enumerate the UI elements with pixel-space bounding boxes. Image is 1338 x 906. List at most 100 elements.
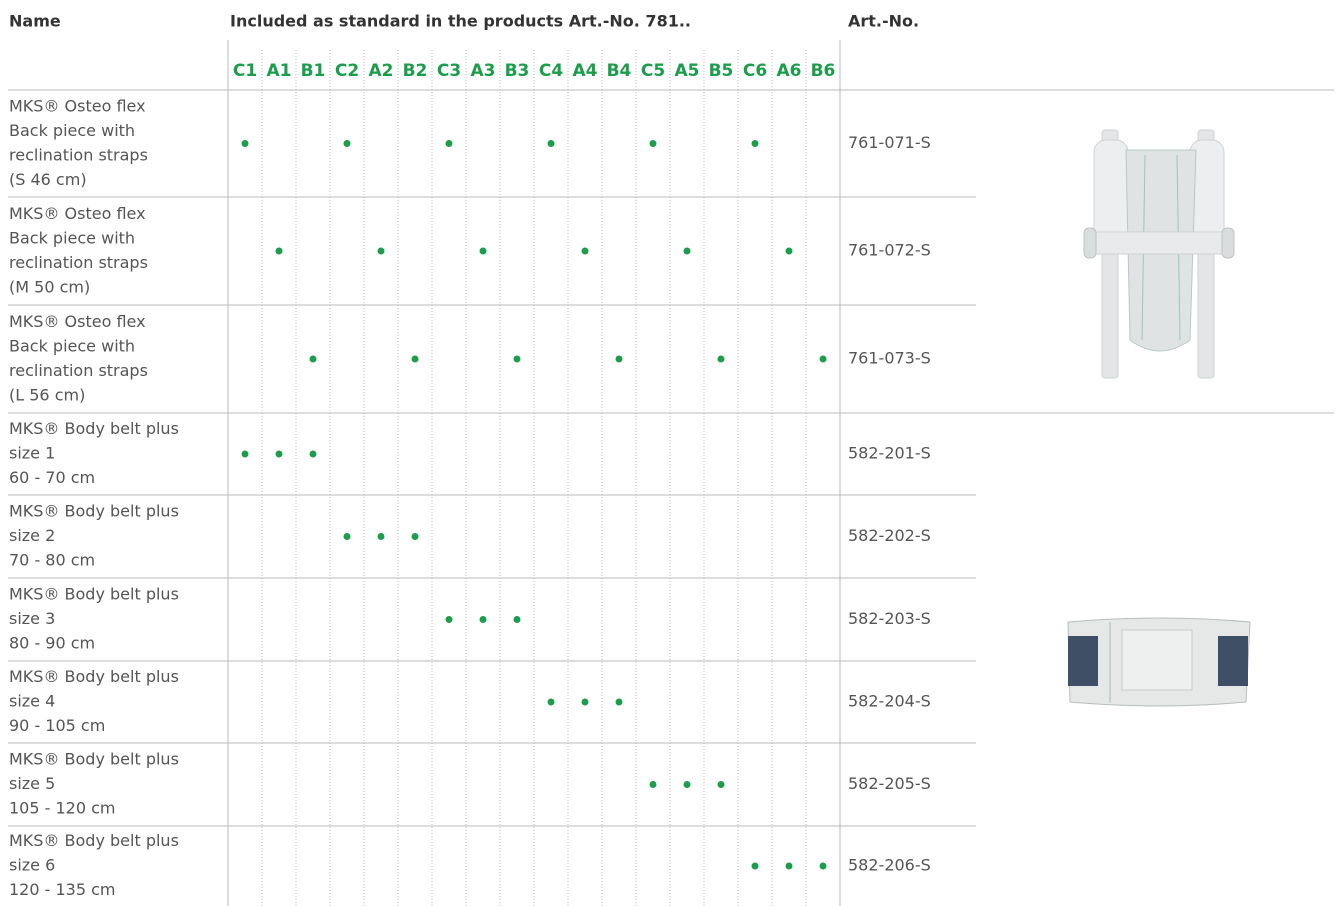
- column-code: C1: [233, 61, 257, 81]
- product-name: 80 - 90 cm: [9, 634, 95, 653]
- column-code: B4: [607, 61, 632, 81]
- product-name: size 3: [9, 609, 55, 628]
- header-art-no: Art.-No.: [848, 12, 919, 31]
- included-dot: [684, 248, 691, 255]
- product-name: 90 - 105 cm: [9, 716, 105, 735]
- art-no: 761-071-S: [848, 133, 931, 152]
- product-name: MKS® Body belt plus: [9, 831, 179, 850]
- product-name: size 4: [9, 692, 55, 711]
- column-code: A5: [675, 61, 700, 81]
- included-dot: [548, 699, 555, 706]
- body-belt-image: [1068, 618, 1250, 706]
- included-dot: [718, 781, 725, 788]
- art-no: 582-201-S: [848, 444, 931, 463]
- included-dot: [242, 140, 249, 147]
- product-name: Back piece with: [9, 336, 135, 355]
- product-name: (M 50 cm): [9, 277, 90, 296]
- included-dot: [548, 140, 555, 147]
- included-dot: [480, 248, 487, 255]
- included-dot: [514, 356, 521, 363]
- product-name: MKS® Body belt plus: [9, 667, 179, 686]
- included-dot: [616, 699, 623, 706]
- product-name: reclination straps: [9, 253, 148, 272]
- product-name: 105 - 120 cm: [9, 799, 116, 818]
- included-dot: [718, 356, 725, 363]
- column-code: A3: [471, 61, 496, 81]
- included-dot: [616, 356, 623, 363]
- included-dot: [242, 451, 249, 458]
- product-name: size 5: [9, 774, 55, 793]
- column-code: C4: [539, 61, 563, 81]
- column-code: A6: [777, 61, 802, 81]
- product-name: MKS® Body belt plus: [9, 750, 179, 769]
- column-code: B3: [505, 61, 530, 81]
- art-no: 761-073-S: [848, 349, 931, 368]
- product-name: MKS® Osteo flex: [9, 312, 146, 331]
- column-code: B1: [301, 61, 326, 81]
- product-name: 70 - 80 cm: [9, 551, 95, 570]
- product-name: size 6: [9, 856, 55, 875]
- included-dot: [820, 356, 827, 363]
- header-included: Included as standard in the products Art…: [230, 12, 691, 31]
- product-name: MKS® Body belt plus: [9, 585, 179, 604]
- product-table: Name Included as standard in the product…: [0, 0, 1338, 906]
- product-name: size 1: [9, 444, 55, 463]
- art-no: 582-203-S: [848, 609, 931, 628]
- column-code: C2: [335, 61, 359, 81]
- included-dot: [752, 863, 759, 870]
- page: Name Included as standard in the product…: [0, 0, 1338, 906]
- column-code: B2: [403, 61, 428, 81]
- art-no: 582-202-S: [848, 526, 931, 545]
- included-dot: [582, 248, 589, 255]
- column-code: C3: [437, 61, 461, 81]
- included-dot: [378, 533, 385, 540]
- product-name: size 2: [9, 526, 55, 545]
- included-dot: [446, 140, 453, 147]
- included-dot: [786, 248, 793, 255]
- product-name: Back piece with: [9, 121, 135, 140]
- art-no: 582-205-S: [848, 774, 931, 793]
- column-code: A4: [573, 61, 598, 81]
- included-dot: [446, 616, 453, 623]
- included-dot: [310, 451, 317, 458]
- included-dot: [480, 616, 487, 623]
- included-dot: [276, 451, 283, 458]
- product-name: reclination straps: [9, 361, 148, 380]
- included-dot: [582, 699, 589, 706]
- included-dot: [276, 248, 283, 255]
- product-name: 60 - 70 cm: [9, 468, 95, 487]
- product-name: MKS® Osteo flex: [9, 96, 146, 115]
- product-name: (S 46 cm): [9, 170, 87, 189]
- included-dot: [412, 356, 419, 363]
- product-name: reclination straps: [9, 145, 148, 164]
- art-no: 761-072-S: [848, 241, 931, 260]
- column-code: B5: [709, 61, 734, 81]
- included-dot: [650, 140, 657, 147]
- included-dot: [514, 616, 521, 623]
- included-dot: [684, 781, 691, 788]
- column-code: A1: [267, 61, 292, 81]
- art-no: 582-206-S: [848, 856, 931, 875]
- product-name: MKS® Body belt plus: [9, 419, 179, 438]
- included-dot: [650, 781, 657, 788]
- column-code: C6: [743, 61, 767, 81]
- column-code: B6: [811, 61, 836, 81]
- product-name: (L 56 cm): [9, 385, 85, 404]
- product-name: 120 - 135 cm: [9, 880, 116, 899]
- product-name: MKS® Body belt plus: [9, 502, 179, 521]
- included-dot: [820, 863, 827, 870]
- column-code: C5: [641, 61, 665, 81]
- product-name: Back piece with: [9, 228, 135, 247]
- included-dot: [786, 863, 793, 870]
- header-name: Name: [9, 12, 61, 31]
- included-dot: [310, 356, 317, 363]
- included-dot: [752, 140, 759, 147]
- included-dot: [378, 248, 385, 255]
- back-piece-image: [1084, 130, 1234, 378]
- included-dot: [344, 140, 351, 147]
- art-no: 582-204-S: [848, 692, 931, 711]
- column-code: A2: [369, 61, 394, 81]
- product-name: MKS® Osteo flex: [9, 204, 146, 223]
- included-dot: [412, 533, 419, 540]
- included-dot: [344, 533, 351, 540]
